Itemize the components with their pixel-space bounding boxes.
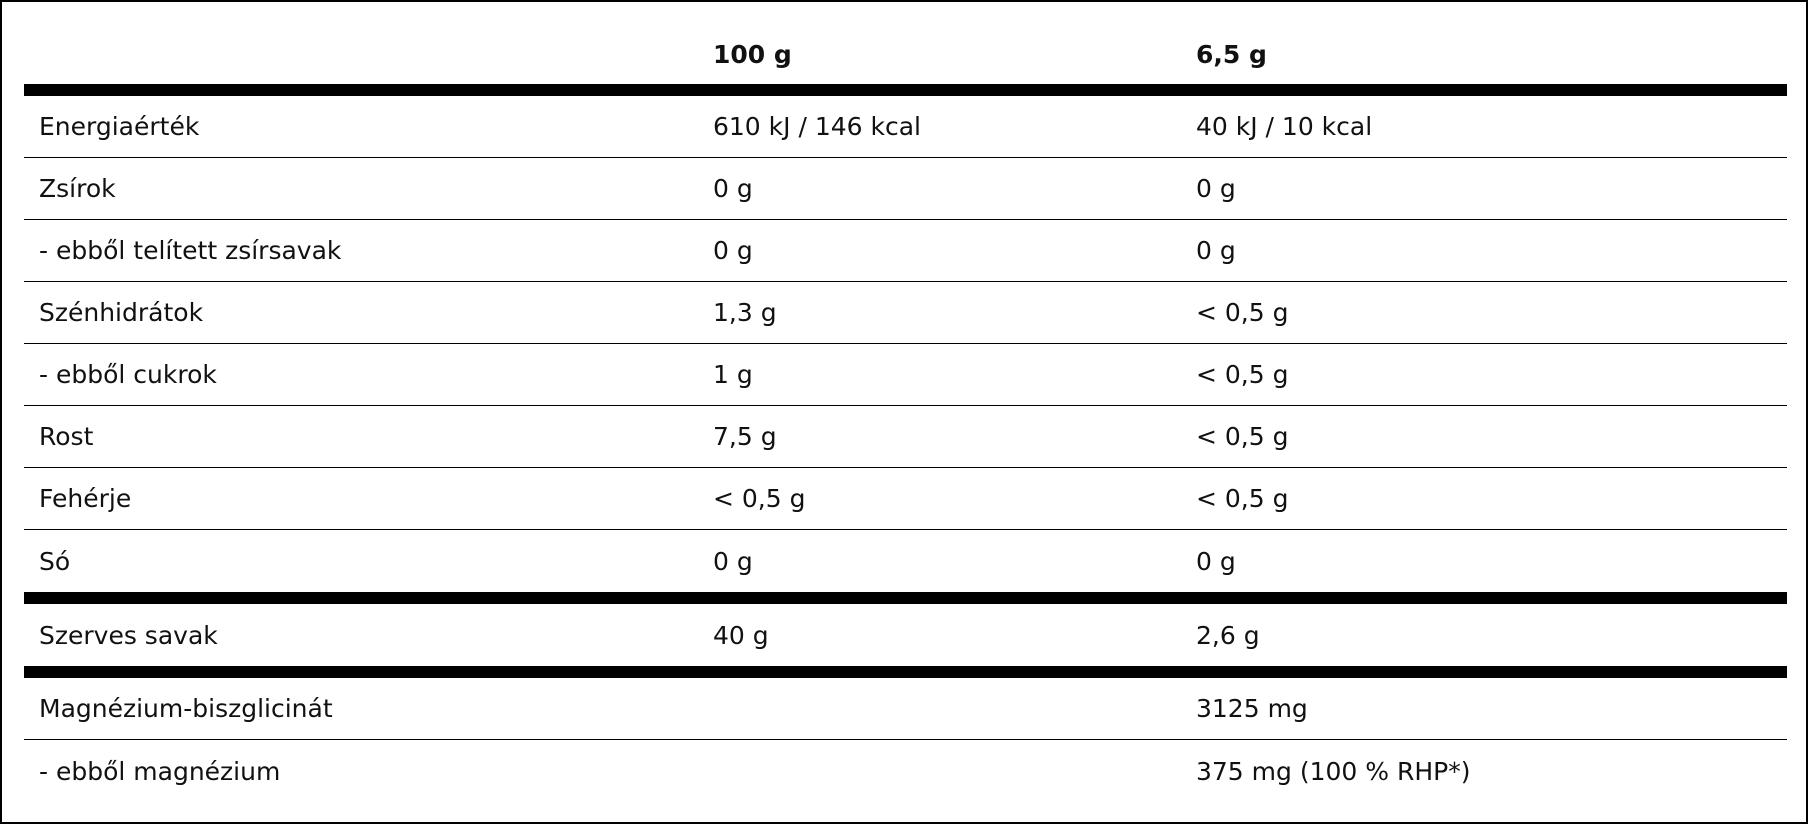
thick-rule [24, 666, 1787, 678]
cell: < 0,5 g [1196, 360, 1289, 389]
cell: - ebből cukrok [39, 360, 217, 389]
table-row: Zsírok 0 g 0 g [24, 158, 1787, 220]
table-row: Rost 7,5 g < 0,5 g [24, 406, 1787, 468]
cell: Magnézium-biszglicinát [39, 694, 333, 723]
cell: < 0,5 g [1196, 298, 1289, 327]
header-cell: 100 g [713, 39, 792, 69]
cell: 40 g [713, 620, 769, 650]
cell: < 0,5 g [1196, 484, 1289, 513]
cell: 0 g [713, 236, 753, 265]
table-row: Só 0 g 0 g [24, 530, 1787, 592]
cell: 375 mg (100 % RHP*) [1196, 756, 1471, 786]
cell: Fehérje [39, 484, 132, 513]
cell: Zsírok [39, 174, 116, 203]
cell: Szerves savak [39, 620, 218, 650]
cell: 1 g [713, 360, 753, 389]
header-cell: 6,5 g [1196, 39, 1267, 69]
table-row: Energiaérték 610 kJ / 146 kcal 40 kJ / 10 … [24, 96, 1787, 158]
cell: < 0,5 g [713, 484, 806, 513]
cell: 0 g [1196, 174, 1236, 203]
cell: 1,3 g [713, 298, 777, 327]
nutrition-table: 100 g 6,5 g Energiaérték 610 kJ / 146 kca… [24, 2, 1787, 802]
table-row: - ebből cukrok 1 g < 0,5 g [24, 344, 1787, 406]
cell: Rost [39, 422, 94, 451]
cell: Só [39, 546, 71, 576]
table-row: Magnézium-biszglicinát 3125 mg [24, 678, 1787, 740]
cell: 7,5 g [713, 422, 777, 451]
cell: 0 g [713, 546, 753, 576]
table-row: - ebből telített zsírsavak 0 g 0 g [24, 220, 1787, 282]
cell: 40 kJ / 10 kcal [1196, 112, 1373, 141]
cell: 2,6 g [1196, 620, 1260, 650]
cell: 0 g [1196, 546, 1236, 576]
cell: - ebből magnézium [39, 756, 281, 786]
cell: < 0,5 g [1196, 422, 1289, 451]
table-row: - ebből magnézium 375 mg (100 % RHP*) [24, 740, 1787, 802]
cell: 610 kJ / 146 kcal [713, 112, 921, 141]
cell: - ebből telített zsírsavak [39, 236, 342, 265]
thick-rule [24, 84, 1787, 96]
table-row: Fehérje < 0,5 g < 0,5 g [24, 468, 1787, 530]
cell: 3125 mg [1196, 694, 1308, 723]
cell: Energiaérték [39, 112, 200, 141]
cell: 0 g [1196, 236, 1236, 265]
table-row: Szerves savak 40 g 2,6 g [24, 604, 1787, 666]
table-row: Szénhidrátok 1,3 g < 0,5 g [24, 282, 1787, 344]
cell: 0 g [713, 174, 753, 203]
cell: Szénhidrátok [39, 298, 204, 327]
thick-rule [24, 592, 1787, 604]
header-row: 100 g 6,5 g [24, 2, 1787, 84]
